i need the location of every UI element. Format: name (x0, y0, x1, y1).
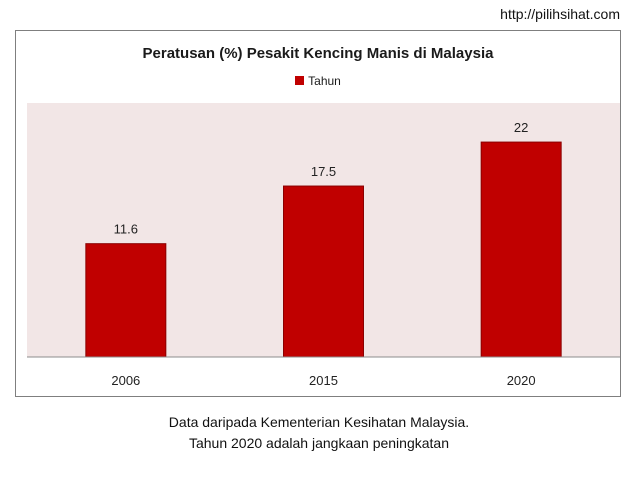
chart-legend: Tahun (16, 73, 620, 88)
legend-swatch (295, 76, 305, 86)
caption-line-2: Tahun 2020 adalah jangkaan peningkatan (188, 435, 449, 451)
bar-chart-plot: 11.6 2006 17.5 2015 22 2020 (27, 103, 620, 388)
x-tick-label-2015: 2015 (309, 373, 338, 388)
data-label-2006: 11.6 (114, 222, 138, 237)
x-tick-label-2006: 2006 (111, 373, 140, 388)
source-url[interactable]: http://pilihsihat.com (500, 6, 620, 22)
legend-label: Tahun (308, 73, 341, 88)
bar-2006 (85, 243, 167, 358)
caption-line-1: Data daripada Kementerian Kesihatan Mala… (168, 414, 470, 430)
chart-frame: Peratusan (%) Pesakit Kencing Manis di M… (15, 30, 621, 397)
bar-2020 (480, 141, 562, 358)
x-tick-label-2020: 2020 (507, 373, 536, 388)
chart-title: Peratusan (%) Pesakit Kencing Manis di M… (142, 45, 494, 62)
data-label-2015: 17.5 (311, 164, 336, 179)
data-label-2020: 22 (514, 120, 528, 135)
bar-2015 (283, 185, 364, 358)
